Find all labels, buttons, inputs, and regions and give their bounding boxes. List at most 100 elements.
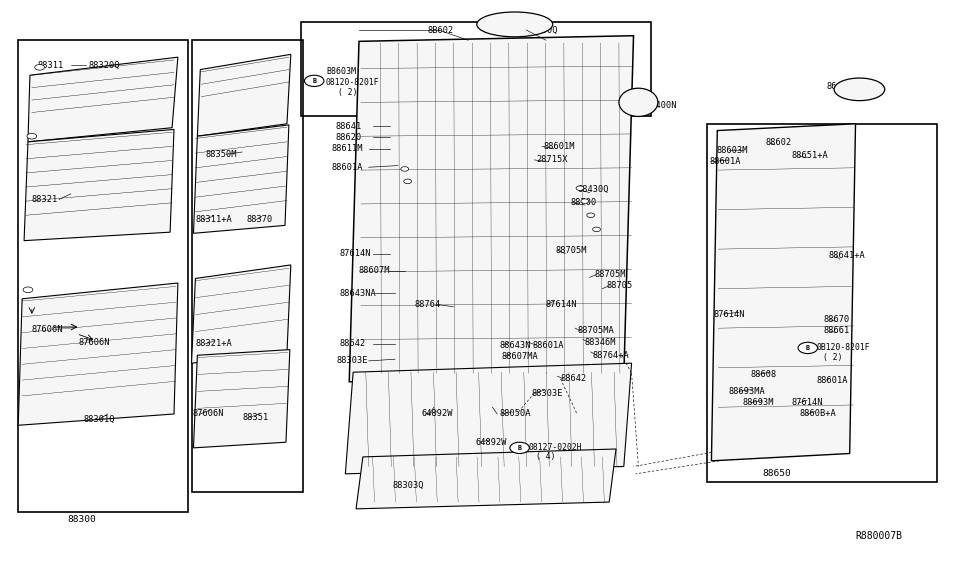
- Circle shape: [35, 65, 45, 70]
- Polygon shape: [193, 350, 290, 448]
- Bar: [707, 124, 937, 482]
- Text: ( 2): ( 2): [824, 353, 843, 362]
- Circle shape: [401, 167, 409, 171]
- Text: 88603M: 88603M: [717, 146, 748, 155]
- Polygon shape: [19, 283, 177, 425]
- Text: 88321+A: 88321+A: [195, 340, 232, 349]
- Bar: [300, 22, 651, 117]
- Text: 88705MA: 88705MA: [577, 327, 614, 336]
- Text: 88764: 88764: [414, 300, 441, 309]
- Text: 88642: 88642: [339, 340, 366, 349]
- Text: 88370: 88370: [246, 215, 272, 224]
- Text: 88311: 88311: [38, 61, 64, 70]
- Text: 08127-0202H: 08127-0202H: [528, 443, 582, 452]
- Text: 88607M: 88607M: [359, 266, 390, 275]
- Text: 88346M: 88346M: [585, 338, 616, 347]
- Text: 88601A: 88601A: [332, 163, 364, 171]
- Polygon shape: [712, 124, 855, 461]
- Text: 88620: 88620: [335, 133, 362, 142]
- Text: 88693M: 88693M: [743, 398, 774, 407]
- Circle shape: [27, 134, 37, 139]
- Text: 88608: 88608: [751, 370, 777, 379]
- Text: 88705: 88705: [606, 281, 633, 290]
- Text: 87606N: 87606N: [32, 325, 63, 334]
- Ellipse shape: [477, 12, 553, 37]
- Text: 88303E: 88303E: [531, 389, 563, 397]
- Text: 87614N: 87614N: [792, 398, 823, 407]
- Circle shape: [593, 227, 601, 231]
- Polygon shape: [28, 57, 177, 142]
- Text: 88705M: 88705M: [595, 270, 626, 279]
- Text: B: B: [518, 445, 522, 451]
- Text: 88693MA: 88693MA: [729, 387, 765, 396]
- Polygon shape: [24, 130, 174, 241]
- Text: 88601M: 88601M: [544, 142, 575, 151]
- Text: 88303Q: 88303Q: [392, 481, 423, 490]
- Text: 88705M: 88705M: [556, 246, 587, 255]
- Text: 88311+A: 88311+A: [195, 215, 232, 224]
- Text: 88602: 88602: [766, 139, 793, 148]
- Text: 8B602: 8B602: [427, 25, 453, 35]
- Text: B: B: [312, 78, 316, 84]
- Text: 86400N: 86400N: [645, 101, 677, 110]
- Text: 88764+A: 88764+A: [593, 351, 630, 360]
- Text: 88301Q: 88301Q: [84, 415, 115, 424]
- Text: 87614N: 87614N: [546, 300, 577, 309]
- Text: B: B: [805, 345, 810, 351]
- Text: 88670: 88670: [824, 315, 849, 324]
- Text: 87614N: 87614N: [714, 310, 745, 319]
- Text: 88050A: 88050A: [499, 409, 530, 418]
- Text: 88643NA: 88643NA: [339, 289, 376, 298]
- Text: 87614N: 87614N: [339, 249, 371, 258]
- Text: 28715X: 28715X: [536, 156, 567, 164]
- Text: 08120-8201F: 08120-8201F: [326, 78, 379, 87]
- Text: 88320Q: 88320Q: [89, 61, 120, 70]
- Text: 88351: 88351: [242, 413, 268, 422]
- Text: 88641: 88641: [335, 122, 362, 131]
- Polygon shape: [193, 125, 289, 233]
- Polygon shape: [349, 36, 634, 382]
- Polygon shape: [356, 449, 616, 509]
- Text: 88601A: 88601A: [710, 157, 741, 166]
- Text: 88700: 88700: [570, 198, 597, 207]
- Circle shape: [510, 442, 529, 453]
- Text: 88641+A: 88641+A: [829, 251, 865, 260]
- Text: 88650: 88650: [762, 469, 791, 478]
- Ellipse shape: [619, 88, 658, 117]
- Circle shape: [581, 199, 589, 203]
- Text: 64892W: 64892W: [476, 438, 507, 447]
- Text: 8860B+A: 8860B+A: [800, 409, 836, 418]
- Text: 88607MA: 88607MA: [501, 352, 538, 361]
- Polygon shape: [191, 265, 291, 363]
- Circle shape: [404, 179, 411, 183]
- Ellipse shape: [834, 78, 884, 101]
- Text: 88321: 88321: [32, 195, 58, 204]
- Text: 88601A: 88601A: [817, 376, 848, 385]
- Text: 88643N: 88643N: [499, 341, 530, 350]
- Bar: [19, 40, 187, 512]
- Text: 88601A: 88601A: [532, 341, 564, 350]
- Text: 87606N: 87606N: [79, 338, 110, 347]
- Text: 88661: 88661: [824, 327, 849, 336]
- Text: 88600Q: 88600Q: [526, 25, 558, 35]
- Circle shape: [23, 287, 33, 293]
- Text: 88642: 88642: [561, 375, 587, 384]
- Text: ( 4): ( 4): [536, 452, 556, 461]
- Text: ( 2): ( 2): [337, 88, 357, 97]
- Circle shape: [304, 75, 324, 87]
- Text: 88651+A: 88651+A: [792, 152, 828, 161]
- Text: 88611M: 88611M: [332, 144, 364, 153]
- Text: 64892W: 64892W: [421, 409, 452, 418]
- Circle shape: [576, 186, 584, 190]
- Text: 88350M: 88350M: [205, 150, 237, 159]
- Text: 88303E: 88303E: [336, 357, 369, 366]
- Text: B8603M: B8603M: [327, 67, 357, 76]
- Circle shape: [587, 213, 595, 217]
- Text: 88300: 88300: [67, 514, 96, 524]
- Text: R880007B: R880007B: [855, 531, 903, 541]
- Text: 87606N: 87606N: [192, 409, 224, 418]
- Text: 0B120-8201F: 0B120-8201F: [817, 344, 871, 353]
- Polygon shape: [345, 363, 632, 474]
- Bar: [191, 40, 302, 492]
- Polygon shape: [197, 54, 291, 136]
